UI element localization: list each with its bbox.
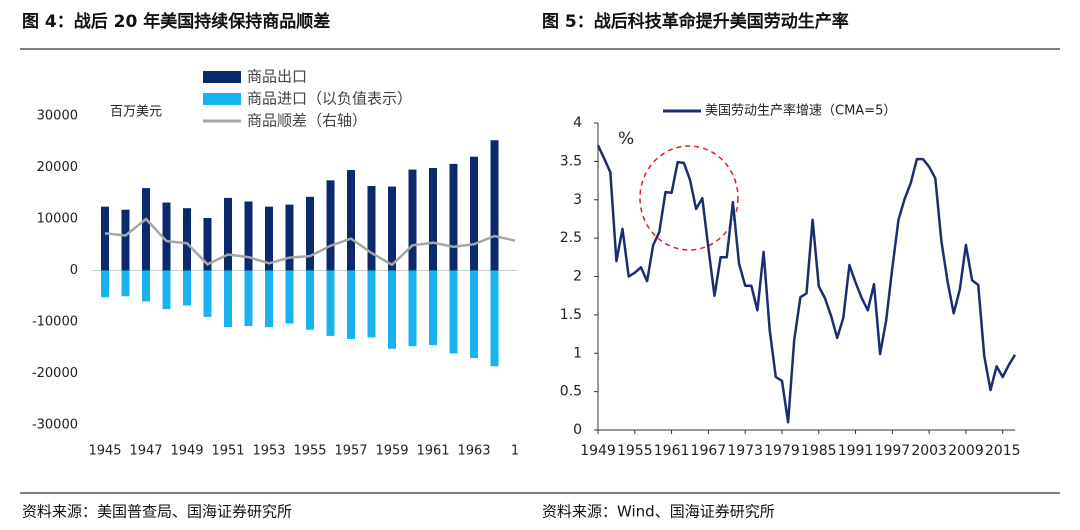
- bar: [490, 270, 499, 367]
- bar: [367, 186, 376, 271]
- x-tick-label: 2015: [985, 443, 1021, 459]
- bar: [306, 270, 314, 330]
- bar: [203, 270, 212, 317]
- bar: [162, 270, 171, 310]
- source: 资料来源：Wind、国海证券研究所: [542, 503, 775, 521]
- x-tick-label: 2009: [948, 443, 984, 459]
- bar: [470, 156, 478, 271]
- x-tick-label: 1985: [801, 443, 837, 459]
- legend-swatch: [203, 71, 241, 83]
- legend-swatch: [203, 93, 241, 105]
- legend-label: 美国劳动生产率增速（CMA=5）: [705, 103, 896, 119]
- legend-label: 商品进口（以负值表示）: [247, 90, 412, 108]
- bar: [470, 270, 478, 359]
- bar: [388, 270, 396, 349]
- bar: [285, 270, 294, 324]
- y-tick-label: 30000: [37, 109, 78, 124]
- bar: [101, 206, 109, 271]
- x-tick-label: 1961: [416, 444, 449, 459]
- bar: [408, 169, 417, 271]
- bar: [224, 270, 232, 328]
- y-tick-label: 0.5: [560, 384, 582, 400]
- x-tick-label: 1997: [875, 443, 911, 459]
- bar: [183, 270, 191, 306]
- x-tick-label: 1953: [252, 444, 285, 459]
- line-series: [104, 217, 516, 267]
- bar: [183, 208, 191, 271]
- x-tick-label: 1: [511, 444, 519, 459]
- x-tick-label: 1973: [727, 443, 763, 459]
- figure-title: 图 5：战后科技革命提升美国劳动生产率: [542, 11, 849, 32]
- bar: [347, 270, 355, 339]
- y-tick-label: 10000: [37, 212, 78, 227]
- y-tick-label: 1: [573, 345, 582, 361]
- bar: [162, 202, 171, 271]
- y-tick-label: -20000: [32, 366, 78, 381]
- bar: [244, 201, 253, 271]
- unit-label: %: [618, 129, 634, 149]
- x-tick-label: 1957: [334, 444, 367, 459]
- x-tick-label: 1979: [764, 443, 800, 459]
- bar: [203, 217, 212, 271]
- bar: [306, 196, 314, 271]
- bar: [142, 270, 150, 302]
- bar: [367, 270, 376, 338]
- bar: [285, 204, 294, 271]
- x-tick-label: 1963: [457, 444, 490, 459]
- bar: [388, 186, 396, 271]
- x-tick-label: 1951: [211, 444, 244, 459]
- y-tick-label: -10000: [32, 315, 78, 330]
- y-tick-label: 4: [573, 115, 582, 131]
- y-tick-label: 20000: [37, 160, 78, 175]
- y-tick-label: 3: [573, 192, 582, 208]
- unit-label: 百万美元: [110, 105, 162, 120]
- bar: [121, 270, 130, 297]
- bar: [429, 270, 437, 346]
- bar: [347, 170, 355, 271]
- x-tick-label: 2003: [911, 443, 947, 459]
- x-tick-label: 1947: [129, 444, 162, 459]
- x-tick-label: 1967: [691, 443, 727, 459]
- highlight-circle: [639, 145, 739, 251]
- x-tick-label: 1949: [580, 443, 616, 459]
- bar: [326, 270, 335, 336]
- bar: [244, 270, 253, 327]
- y-tick-label: 3.5: [560, 153, 582, 169]
- bar: [490, 140, 499, 271]
- x-tick-label: 1949: [170, 444, 203, 459]
- x-tick-label: 1945: [88, 444, 121, 459]
- y-tick-label: 0: [70, 263, 78, 278]
- bar: [449, 270, 458, 354]
- bar: [142, 188, 150, 271]
- bar: [101, 270, 109, 298]
- bar: [265, 270, 273, 328]
- bar: [224, 197, 232, 271]
- bar: [121, 209, 130, 271]
- figure-title: 图 4：战后 20 年美国持续保持商品顺差: [22, 11, 330, 32]
- x-tick-label: 1955: [617, 443, 653, 459]
- x-tick-label: 1961: [654, 443, 690, 459]
- y-tick-label: 0: [573, 422, 582, 438]
- y-tick-label: 1.5: [560, 307, 582, 323]
- legend-label: 商品顺差（右轴）: [247, 112, 367, 130]
- bar: [326, 180, 335, 271]
- bar: [429, 168, 437, 271]
- line-series: [596, 144, 1017, 424]
- y-tick-label: 2: [573, 269, 582, 285]
- bar: [449, 163, 458, 271]
- x-tick-label: 1991: [838, 443, 874, 459]
- y-tick-label: 2.5: [560, 230, 582, 246]
- bar: [265, 206, 273, 271]
- legend-label: 商品出口: [247, 68, 307, 86]
- source: 资料来源：美国普查局、国海证券研究所: [22, 503, 292, 521]
- x-tick-label: 1959: [375, 444, 408, 459]
- x-tick-label: 1955: [293, 444, 326, 459]
- bar: [408, 270, 417, 347]
- y-tick-label: -30000: [32, 418, 78, 433]
